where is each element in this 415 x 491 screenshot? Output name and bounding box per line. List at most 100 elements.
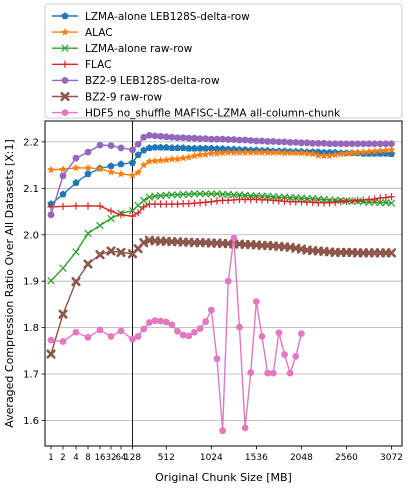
data-point	[202, 144, 210, 152]
data-point	[343, 140, 350, 148]
data-point	[168, 321, 176, 329]
data-point	[241, 424, 249, 432]
y-tick-label: 2.0	[23, 230, 39, 241]
data-point	[106, 246, 116, 256]
data-point	[298, 139, 305, 147]
data-point	[247, 369, 255, 377]
data-point	[247, 192, 255, 200]
data-point	[202, 135, 210, 143]
data-point	[207, 144, 215, 152]
data-point	[236, 323, 243, 331]
data-point	[96, 326, 104, 334]
x-tick-label: 512	[158, 453, 175, 463]
x-axis-label: Original Chunk Size [MB]	[155, 471, 292, 484]
x-tick-label: 1024	[200, 453, 223, 463]
data-point	[275, 138, 283, 146]
data-point	[213, 135, 221, 143]
series-6	[46, 235, 397, 359]
data-point	[207, 198, 215, 206]
data-point	[168, 133, 176, 141]
data-point	[252, 148, 261, 156]
data-point	[72, 328, 80, 336]
y-tick-label: 1.6	[23, 416, 39, 427]
data-point	[83, 259, 93, 269]
data-point	[269, 369, 277, 377]
y-axis-ticks: 1.6 1.7 1.8 1.9 2.0 2.1 2.2	[23, 137, 45, 427]
data-point	[219, 427, 226, 435]
data-point	[190, 190, 199, 198]
data-point	[258, 333, 266, 340]
data-point	[168, 191, 176, 199]
data-point	[376, 140, 384, 148]
legend-swatch-marker	[61, 44, 69, 52]
data-point	[241, 148, 250, 156]
data-point	[72, 154, 80, 162]
data-point	[84, 148, 92, 156]
series-4	[47, 193, 396, 220]
y-tick-label: 2.1	[23, 184, 39, 195]
data-point	[264, 138, 272, 145]
data-point	[207, 306, 215, 314]
data-point	[309, 139, 317, 147]
y-tick-label: 1.9	[23, 277, 39, 288]
data-point	[185, 144, 193, 152]
data-point	[325, 151, 334, 160]
data-point	[47, 211, 55, 219]
x-tick-label: 8	[85, 453, 90, 463]
data-point	[107, 207, 115, 215]
data-point	[365, 140, 373, 148]
data-point	[162, 318, 170, 326]
data-point	[173, 154, 182, 163]
data-point	[354, 140, 362, 148]
data-point	[71, 277, 81, 287]
data-point	[281, 351, 288, 358]
data-point	[202, 318, 210, 325]
data-point	[207, 149, 216, 157]
legend-entry: HDF5 no_shuffle MAFISC-LZMA all-column-c…	[52, 107, 341, 119]
data-point	[179, 144, 187, 151]
data-point	[196, 190, 204, 198]
data-point	[252, 137, 260, 145]
data-point	[269, 148, 278, 156]
data-point	[140, 196, 148, 205]
data-point	[72, 248, 80, 256]
data-point	[353, 148, 362, 156]
data-point	[292, 352, 300, 360]
legend: LZMA-alone LEB128S-delta-row ALAC LZMA-alo…	[44, 3, 403, 119]
data-point	[140, 203, 148, 211]
data-point	[190, 144, 199, 152]
data-point	[212, 149, 221, 157]
data-point	[116, 247, 126, 257]
data-point	[157, 132, 165, 140]
data-point	[107, 333, 115, 340]
data-point	[269, 138, 277, 145]
legend-label: BZ2-9 raw-row	[85, 91, 163, 103]
data-point	[162, 143, 170, 151]
data-point	[145, 131, 153, 139]
data-point	[134, 140, 142, 148]
data-point	[371, 140, 379, 148]
data-point	[162, 155, 171, 164]
data-point	[291, 148, 300, 157]
data-point	[145, 157, 154, 165]
data-point	[128, 171, 137, 179]
y-tick-label: 1.7	[23, 370, 39, 381]
data-point	[174, 327, 181, 335]
data-point	[207, 190, 216, 198]
x-tick-label: 32	[106, 453, 117, 463]
data-point	[218, 148, 227, 157]
data-point	[47, 336, 55, 344]
data-point	[151, 317, 159, 325]
legend-swatch-marker	[61, 109, 69, 116]
data-point	[191, 134, 198, 142]
data-point	[151, 143, 159, 151]
data-point	[107, 142, 115, 150]
legend-entry: LZMA-alone raw-row	[52, 43, 193, 55]
legend-swatch-marker	[61, 60, 69, 68]
data-point	[59, 190, 67, 198]
data-point	[280, 148, 289, 157]
data-point	[174, 134, 181, 142]
data-point	[47, 276, 55, 285]
data-point	[173, 144, 182, 151]
